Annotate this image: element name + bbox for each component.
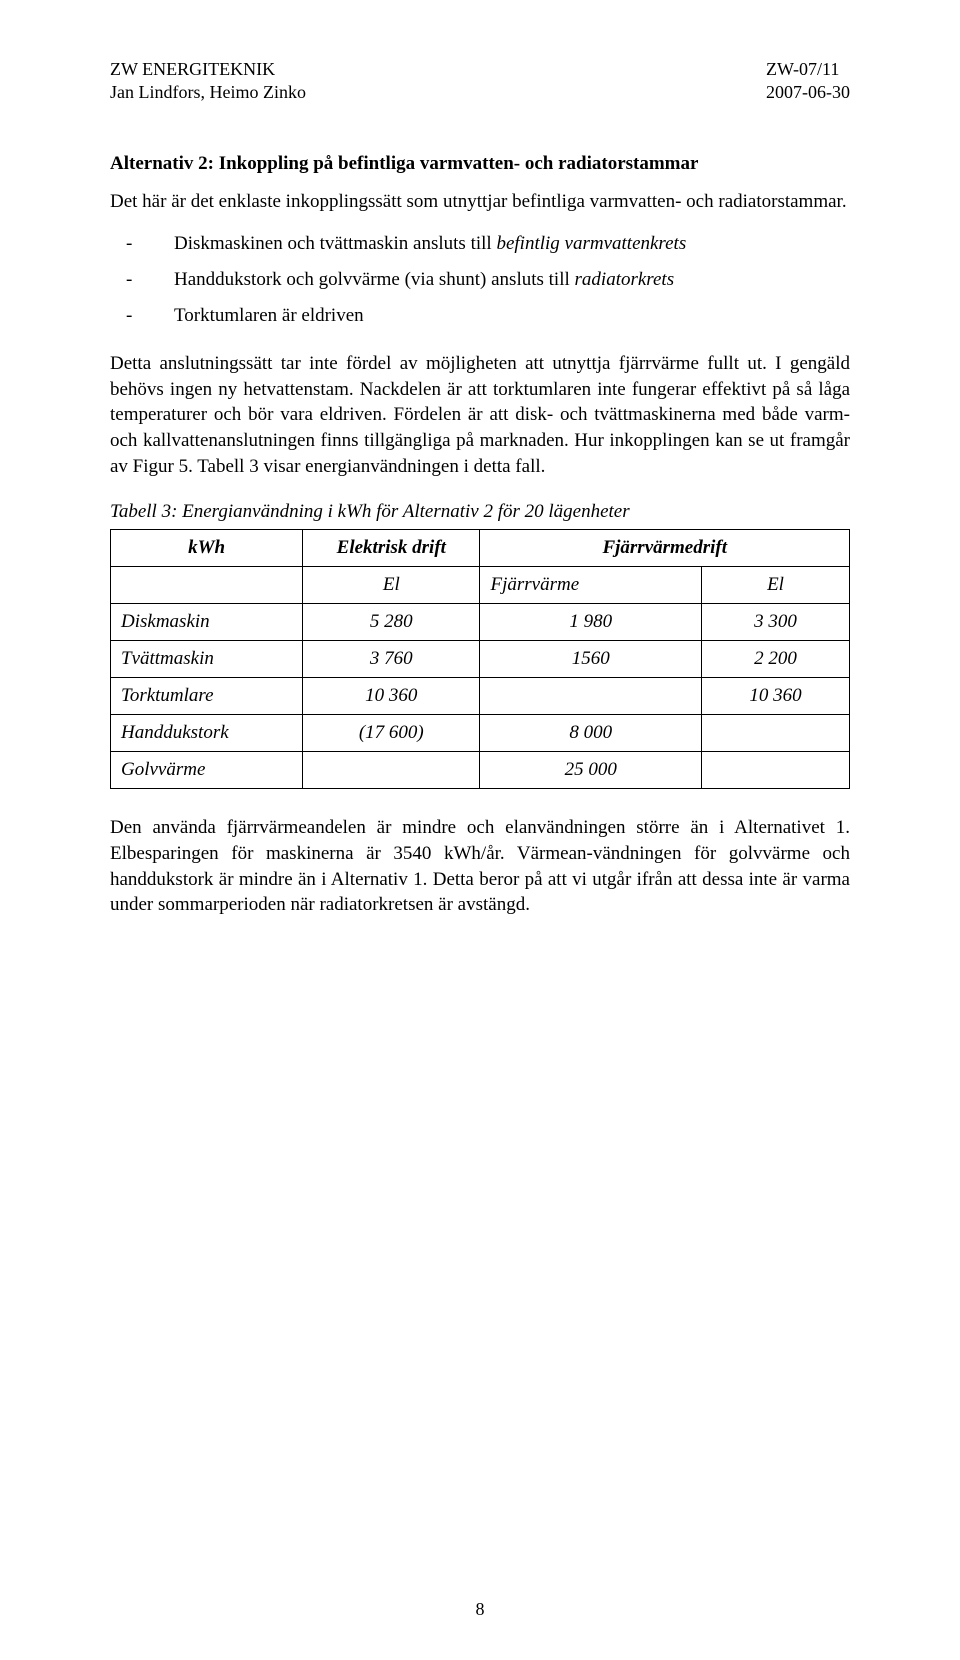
- table-cell: [303, 752, 480, 789]
- table-cell: 25 000: [480, 752, 702, 789]
- table-subheader-row: El Fjärrvärme El: [111, 567, 850, 604]
- intro-paragraph: Det här är det enklaste inkopplingssätt …: [110, 189, 850, 215]
- table-subheader-fj: Fjärrvärme: [480, 567, 702, 604]
- header-authors: Jan Lindfors, Heimo Zinko: [110, 81, 306, 104]
- header-docid: ZW-07/11: [766, 58, 850, 81]
- table-cell: 5 280: [303, 604, 480, 641]
- table-row: Handdukstork (17 600) 8 000: [111, 715, 850, 752]
- table-cell: [111, 567, 303, 604]
- table-cell: 1 980: [480, 604, 702, 641]
- table-cell: 1560: [480, 641, 702, 678]
- table-cell-label: Torktumlare: [111, 678, 303, 715]
- section-title: Alternativ 2: Inkoppling på befintliga v…: [110, 153, 850, 175]
- document-page: ZW ENERGITEKNIK Jan Lindfors, Heimo Zink…: [0, 0, 960, 1660]
- table-caption: Tabell 3: Energianvändning i kWh för Alt…: [110, 501, 850, 523]
- page-number: 8: [0, 1599, 960, 1620]
- table-cell: [702, 715, 850, 752]
- bullet-dash-icon: -: [110, 302, 174, 330]
- table-subheader-el2: El: [702, 567, 850, 604]
- header-right: ZW-07/11 2007-06-30: [766, 58, 850, 105]
- table-cell: (17 600): [303, 715, 480, 752]
- bullet-item: - Handdukstork och golvvärme (via shunt)…: [110, 266, 850, 294]
- body-paragraph: Detta anslutningssätt tar inte fördel av…: [110, 351, 850, 479]
- bullet-text: Torktumlaren är eldriven: [174, 302, 850, 330]
- body-paragraph: Den använda fjärrvärmeandelen är mindre …: [110, 815, 850, 918]
- table-subheader-el: El: [303, 567, 480, 604]
- table-cell: 3 760: [303, 641, 480, 678]
- table-cell: 10 360: [702, 678, 850, 715]
- header-date: 2007-06-30: [766, 81, 850, 104]
- table-header-eldrift: Elektrisk drift: [303, 530, 480, 567]
- bullet-item: - Torktumlaren är eldriven: [110, 302, 850, 330]
- bullet-item: - Diskmaskinen och tvättmaskin ansluts t…: [110, 230, 850, 258]
- energy-table: kWh Elektrisk drift Fjärrvärmedrift El F…: [110, 529, 850, 789]
- bullet-dash-icon: -: [110, 230, 174, 258]
- table-cell-label: Golvvärme: [111, 752, 303, 789]
- table-header-kwh: kWh: [111, 530, 303, 567]
- table-row: Tvättmaskin 3 760 1560 2 200: [111, 641, 850, 678]
- table-cell-label: Tvättmaskin: [111, 641, 303, 678]
- table-cell: [480, 678, 702, 715]
- table-cell: 8 000: [480, 715, 702, 752]
- bullet-text: Diskmaskinen och tvättmaskin ansluts til…: [174, 230, 850, 258]
- document-header: ZW ENERGITEKNIK Jan Lindfors, Heimo Zink…: [110, 58, 850, 105]
- table-header-row: kWh Elektrisk drift Fjärrvärmedrift: [111, 530, 850, 567]
- table-cell-label: Handdukstork: [111, 715, 303, 752]
- table-cell: 10 360: [303, 678, 480, 715]
- table-cell: 2 200: [702, 641, 850, 678]
- table-cell-label: Diskmaskin: [111, 604, 303, 641]
- table-row: Diskmaskin 5 280 1 980 3 300: [111, 604, 850, 641]
- header-left: ZW ENERGITEKNIK Jan Lindfors, Heimo Zink…: [110, 58, 306, 105]
- bullet-text: Handdukstork och golvvärme (via shunt) a…: [174, 266, 850, 294]
- table-cell: [702, 752, 850, 789]
- table-row: Torktumlare 10 360 10 360: [111, 678, 850, 715]
- table-header-fjdrift: Fjärrvärmedrift: [480, 530, 850, 567]
- table-row: Golvvärme 25 000: [111, 752, 850, 789]
- bullet-dash-icon: -: [110, 266, 174, 294]
- table-cell: 3 300: [702, 604, 850, 641]
- header-company: ZW ENERGITEKNIK: [110, 58, 306, 81]
- bullet-list: - Diskmaskinen och tvättmaskin ansluts t…: [110, 230, 850, 329]
